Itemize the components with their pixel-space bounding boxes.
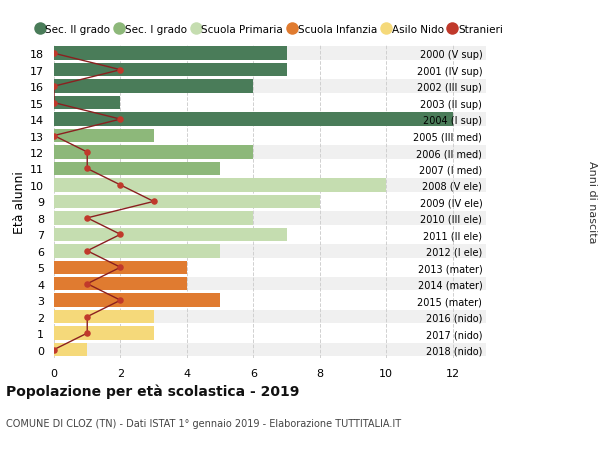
Bar bbox=[54, 327, 486, 340]
Bar bbox=[54, 97, 121, 110]
Bar bbox=[54, 64, 486, 77]
Point bbox=[82, 280, 92, 288]
Bar bbox=[54, 261, 486, 274]
Bar bbox=[54, 228, 486, 241]
Bar bbox=[54, 179, 386, 192]
Bar bbox=[54, 195, 320, 209]
Bar bbox=[54, 162, 486, 176]
Bar bbox=[54, 47, 486, 61]
Point bbox=[149, 198, 158, 206]
Point bbox=[116, 116, 125, 123]
Text: Popolazione per età scolastica - 2019: Popolazione per età scolastica - 2019 bbox=[6, 383, 299, 398]
Bar bbox=[54, 179, 486, 192]
Point bbox=[116, 182, 125, 189]
Bar bbox=[54, 146, 253, 159]
Point bbox=[82, 313, 92, 321]
Y-axis label: Età alunni: Età alunni bbox=[13, 171, 26, 233]
Bar bbox=[54, 277, 187, 291]
Point bbox=[82, 247, 92, 255]
Legend: Sec. II grado, Sec. I grado, Scuola Primaria, Scuola Infanzia, Asilo Nido, Stran: Sec. II grado, Sec. I grado, Scuola Prim… bbox=[37, 24, 503, 34]
Point bbox=[82, 165, 92, 173]
Point bbox=[49, 83, 59, 90]
Bar bbox=[54, 97, 486, 110]
Bar bbox=[54, 228, 287, 241]
Bar bbox=[54, 245, 486, 258]
Bar bbox=[54, 146, 486, 159]
Bar bbox=[54, 327, 154, 340]
Bar bbox=[54, 245, 220, 258]
Bar bbox=[54, 310, 486, 324]
Bar bbox=[54, 261, 187, 274]
Text: Anni di nascita: Anni di nascita bbox=[587, 161, 597, 243]
Bar bbox=[54, 64, 287, 77]
Point bbox=[49, 346, 59, 353]
Bar bbox=[54, 343, 87, 357]
Text: COMUNE DI CLOZ (TN) - Dati ISTAT 1° gennaio 2019 - Elaborazione TUTTITALIA.IT: COMUNE DI CLOZ (TN) - Dati ISTAT 1° genn… bbox=[6, 418, 401, 428]
Bar bbox=[54, 129, 486, 143]
Point bbox=[116, 264, 125, 271]
Bar bbox=[54, 294, 486, 307]
Bar bbox=[54, 310, 154, 324]
Bar bbox=[54, 277, 486, 291]
Bar bbox=[54, 113, 453, 127]
Bar bbox=[54, 343, 486, 357]
Bar bbox=[54, 80, 486, 94]
Bar bbox=[54, 162, 220, 176]
Bar bbox=[54, 212, 486, 225]
Bar bbox=[54, 80, 253, 94]
Bar bbox=[54, 294, 220, 307]
Bar bbox=[54, 47, 287, 61]
Point bbox=[49, 50, 59, 58]
Point bbox=[116, 67, 125, 74]
Bar bbox=[54, 113, 486, 127]
Point bbox=[49, 100, 59, 107]
Bar bbox=[54, 195, 486, 209]
Point bbox=[116, 297, 125, 304]
Point bbox=[82, 215, 92, 222]
Point bbox=[82, 330, 92, 337]
Point bbox=[116, 231, 125, 239]
Point bbox=[49, 133, 59, 140]
Bar bbox=[54, 212, 253, 225]
Point bbox=[82, 149, 92, 157]
Bar bbox=[54, 129, 154, 143]
